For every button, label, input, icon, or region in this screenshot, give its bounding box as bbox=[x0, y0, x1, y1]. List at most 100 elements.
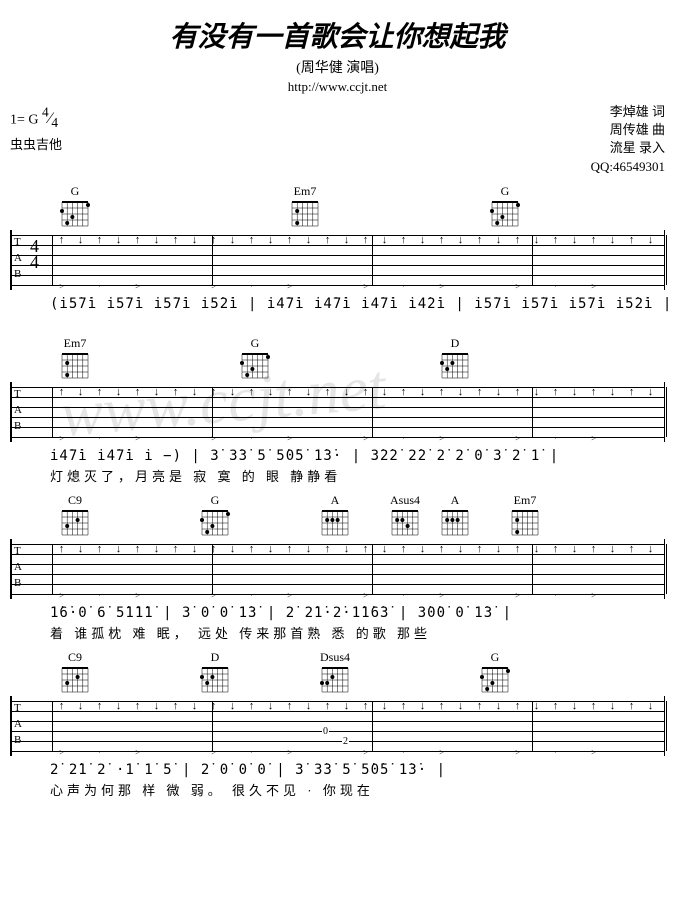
strum-arrow-icon: ↑· bbox=[93, 700, 107, 757]
strum-arrow-icon: ↓ bbox=[492, 543, 506, 600]
strum-arrow-icon: ↑> bbox=[511, 234, 525, 291]
strum-arrow-icon: ↓ bbox=[454, 386, 468, 443]
song-title: 有没有一首歌会让你想起我 bbox=[10, 15, 665, 55]
chord-G: G bbox=[480, 650, 510, 697]
tab-fret-number: 0 bbox=[322, 726, 329, 737]
strum-arrow-icon: ↓ bbox=[340, 700, 354, 757]
strum-arrow-icon: ↓ bbox=[378, 234, 392, 291]
barline bbox=[666, 387, 667, 437]
tab-t-label: T bbox=[14, 236, 21, 248]
chord-diagram-icon bbox=[440, 352, 470, 380]
chord-label: G bbox=[60, 184, 90, 199]
strum-arrow-icon: ↓ bbox=[454, 543, 468, 600]
strum-arrow-icon: ↓ bbox=[416, 700, 430, 757]
chord-label: Dsus4 bbox=[320, 650, 350, 665]
chord-D: D bbox=[440, 336, 470, 383]
tab-staff: TAB↑>↓↑·↓↑>↓↑↓↑>↓↑·↓↑>↓↑↓↑>↓↑·↓↑>↓↑↓↑>↓↑… bbox=[10, 539, 665, 599]
strum-arrow-icon: ↑ bbox=[625, 234, 639, 291]
strum-arrow-icon: ↓ bbox=[644, 543, 658, 600]
strum-arrow-icon: ↓ bbox=[378, 543, 392, 600]
system-1: Em7GDTAB↑>↓↑·↓↑>↓↑↓↑>↓↑·↓↑>↓↑↓↑>↓↑·↓↑>↓↑… bbox=[10, 336, 665, 485]
strum-arrow-icon: ↓ bbox=[530, 700, 544, 757]
jianpu-notation: i̇4̇7̇i̇ i̇4̇7̇i̇ i̇ −) | 3̇ 3̇3̇ 5̇ 5̇0… bbox=[50, 448, 665, 464]
strum-arrow-icon: ↑ bbox=[473, 234, 487, 291]
strum-arrow-icon: ↑· bbox=[93, 386, 107, 443]
tab-b-label: B bbox=[14, 420, 21, 432]
tab-a-label: A bbox=[14, 252, 22, 264]
chord-diagram-icon bbox=[440, 509, 470, 537]
chord-C9: C9 bbox=[60, 493, 90, 540]
strum-arrow-icon: ↓ bbox=[150, 386, 164, 443]
strum-arrow-icon: ↓ bbox=[340, 386, 354, 443]
strum-arrow-icon: ↓ bbox=[302, 543, 316, 600]
sheet-body: www.ccjt.net GEm7GTAB44↑>↓↑·↓↑>↓↑↓↑>↓↑·↓… bbox=[10, 184, 665, 799]
chord-diagram-icon bbox=[60, 509, 90, 537]
chord-label: D bbox=[200, 650, 230, 665]
chord-row: Em7 G D bbox=[10, 336, 665, 382]
strum-arrow-icon: ↑> bbox=[435, 386, 449, 443]
chord-label: A bbox=[320, 493, 350, 508]
chord-diagram-icon bbox=[390, 509, 420, 537]
jianpu-notation: (i̇5̇7̇i̇ i̇5̇7̇i̇ i̇5̇7̇i̇ i̇5̇2̇i̇ | i… bbox=[50, 296, 665, 312]
strum-arrow-icon: ↓ bbox=[530, 386, 544, 443]
strum-arrow-icon: ↑> bbox=[207, 700, 221, 757]
chord-label: G bbox=[480, 650, 510, 665]
tab-b-label: B bbox=[14, 268, 21, 280]
strum-arrow-icon: ↓ bbox=[74, 386, 88, 443]
right-header: 李焯雄 词 周传雄 曲 流星 录入 QQ:46549301 bbox=[591, 103, 665, 176]
strum-arrow-icon: ↓ bbox=[644, 234, 658, 291]
tab-fret-number: 2 bbox=[342, 736, 349, 747]
system-0: GEm7GTAB44↑>↓↑·↓↑>↓↑↓↑>↓↑·↓↑>↓↑↓↑>↓↑·↓↑>… bbox=[10, 184, 665, 328]
strum-arrow-icon: ↓ bbox=[378, 700, 392, 757]
strum-arrow-icon: ↓ bbox=[606, 234, 620, 291]
strum-arrow-icon: ↓ bbox=[416, 386, 430, 443]
strum-arrow-icon: ↓ bbox=[530, 543, 544, 600]
tab-a-label: A bbox=[14, 404, 22, 416]
chord-G: G bbox=[240, 336, 270, 383]
strum-arrow-icon: ↑> bbox=[55, 700, 69, 757]
strum-arrow-icon: ↓ bbox=[378, 386, 392, 443]
strum-arrow-icon: ↑> bbox=[55, 543, 69, 600]
strum-arrow-icon: ↓ bbox=[226, 700, 240, 757]
chord-label: Em7 bbox=[60, 336, 90, 351]
strum-arrow-icon: ↑> bbox=[511, 543, 525, 600]
strum-arrow-icon: ↑· bbox=[397, 543, 411, 600]
strum-arrow-icon: ↓ bbox=[568, 700, 582, 757]
strum-arrow-icon: ↑> bbox=[359, 234, 373, 291]
strum-arrow-icon: ↑· bbox=[245, 234, 259, 291]
strum-arrow-icon: ↑· bbox=[93, 543, 107, 600]
strum-arrow-icon: ↓ bbox=[302, 700, 316, 757]
chord-diagram-icon bbox=[510, 509, 540, 537]
strum-arrow-icon: ↓ bbox=[112, 386, 126, 443]
chord-Dsus4: Dsus4 bbox=[320, 650, 350, 697]
strum-arrow-icon: ↓ bbox=[112, 543, 126, 600]
barline bbox=[666, 544, 667, 594]
strum-arrow-icon: ↑> bbox=[55, 386, 69, 443]
strum-pattern: ↑>↓↑·↓↑>↓↑↓↑>↓↑·↓↑>↓↑↓↑>↓↑·↓↑>↓↑↓↑>↓↑·↓↑… bbox=[52, 386, 660, 443]
chord-C9: C9 bbox=[60, 650, 90, 697]
tab-b-label: B bbox=[14, 577, 21, 589]
strum-arrow-icon: ↓ bbox=[150, 700, 164, 757]
strum-arrow-icon: ↑ bbox=[169, 386, 183, 443]
strum-arrow-icon: ↓ bbox=[302, 234, 316, 291]
strum-arrow-icon: ↑> bbox=[131, 543, 145, 600]
strum-arrow-icon: ↑> bbox=[587, 700, 601, 757]
barline bbox=[666, 235, 667, 285]
chord-diagram-icon bbox=[60, 666, 90, 694]
strum-arrow-icon: ↑· bbox=[549, 234, 563, 291]
strum-arrow-icon: ↓ bbox=[568, 386, 582, 443]
left-header: 1= G 4⁄4 虫虫吉他 bbox=[10, 103, 62, 176]
time-signature: 44 bbox=[30, 238, 39, 270]
strum-arrow-icon: ↑> bbox=[511, 386, 525, 443]
chord-row: C9GAAsus4AEm7 bbox=[10, 493, 665, 539]
chord-diagram-icon bbox=[60, 200, 90, 228]
strum-arrow-icon: ↓ bbox=[606, 386, 620, 443]
strum-arrow-icon: ↑· bbox=[549, 386, 563, 443]
strum-arrow-icon: ↑> bbox=[359, 386, 373, 443]
strum-arrow-icon: ↑> bbox=[359, 700, 373, 757]
strum-arrow-icon: ↑ bbox=[625, 700, 639, 757]
strum-arrow-icon: ↓ bbox=[264, 386, 278, 443]
song-subtitle: (周华健 演唱) bbox=[10, 57, 665, 77]
strum-pattern: ↑>↓↑·↓↑>↓↑↓↑>↓↑·↓↑>↓↑↓↑>↓↑·↓↑>↓↑↓↑>↓↑·↓↑… bbox=[52, 543, 660, 600]
jianpu-notation: 2̇ 2̇1̇ 2̇ ·1̇ 1̇ 5̇ | 2̇ 0̇ 0̇ 0̇ | 3̇ … bbox=[50, 762, 665, 778]
